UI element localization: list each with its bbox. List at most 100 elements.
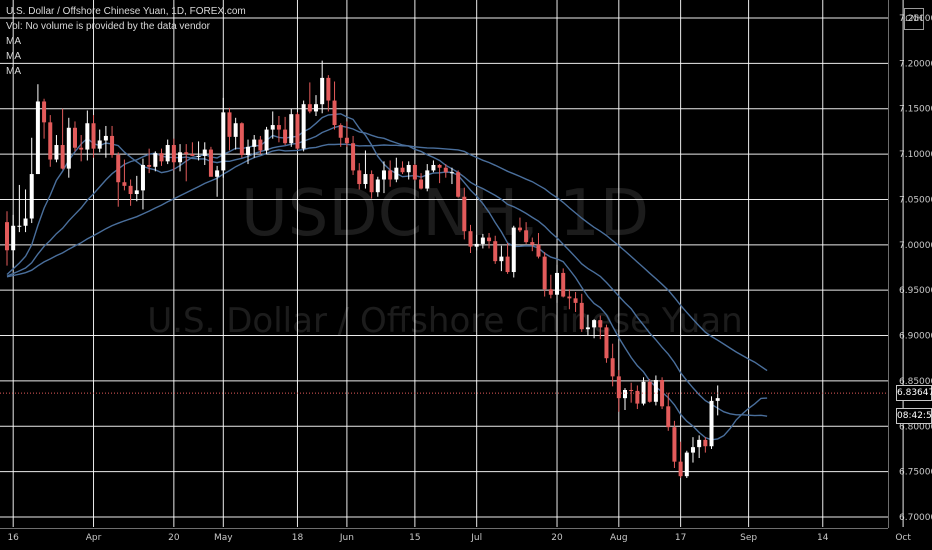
candle-body — [239, 123, 244, 155]
candle-body — [221, 112, 226, 171]
candle-body — [653, 380, 658, 402]
y-axis-tick-label: 6.85000 — [899, 377, 932, 387]
candle-body — [116, 154, 121, 183]
candle-body — [11, 225, 16, 251]
candle-body — [85, 123, 90, 150]
candle-body — [35, 101, 40, 175]
candle-body — [697, 439, 702, 448]
candle-body — [283, 129, 288, 144]
chart-legend: U.S. Dollar / Offshore Chinese Yuan, 1D,… — [6, 4, 246, 79]
candle-body — [579, 302, 584, 330]
bar-countdown-tag: 08:42:59 — [896, 408, 932, 425]
candle-body — [666, 406, 671, 428]
candle-body — [388, 170, 393, 180]
candle-body — [641, 381, 646, 404]
candle-body — [567, 296, 572, 299]
candle-body — [147, 164, 152, 167]
candle-body — [684, 452, 689, 477]
candle-body — [375, 179, 380, 193]
candle-body — [23, 218, 28, 226]
candle-body — [258, 139, 263, 151]
currency-scale-badge[interactable]: CNH — [904, 8, 924, 30]
candle-body — [610, 358, 615, 377]
candle-body — [227, 112, 232, 137]
candle-body — [128, 185, 133, 195]
candle-body — [48, 122, 53, 160]
candle-body — [542, 256, 547, 290]
candle-body — [307, 104, 312, 112]
candle-body — [592, 320, 597, 328]
candle-body — [573, 298, 578, 303]
candle-body — [585, 327, 590, 330]
candle-body — [363, 174, 368, 185]
candle-body — [159, 153, 164, 162]
candle-body — [246, 146, 251, 155]
candle-body — [202, 149, 207, 156]
candle-body — [264, 129, 269, 151]
x-axis-tick-label: 14 — [817, 533, 829, 543]
candle-body — [381, 170, 386, 180]
x-axis-tick-label: May — [214, 533, 233, 543]
candle-body — [660, 380, 665, 407]
symbol-header[interactable]: U.S. Dollar / Offshore Chinese Yuan, 1D,… — [6, 6, 246, 17]
x-axis-tick-label: 15 — [409, 533, 420, 543]
y-axis-tick-label: 7.20000 — [899, 59, 932, 69]
last-price-tag: 6.83647 — [896, 385, 932, 402]
candle-body — [276, 125, 281, 130]
y-axis-tick-label: 7.00000 — [899, 241, 932, 251]
candle-body — [487, 237, 492, 242]
candle-body — [536, 244, 541, 257]
candle-body — [517, 227, 522, 231]
candle-body — [42, 101, 47, 123]
y-axis-tick-label: 6.80000 — [899, 422, 932, 432]
candle-body — [629, 389, 634, 391]
candle-body — [406, 164, 411, 173]
candle-body — [338, 125, 343, 138]
ma-indicator-label-1[interactable]: MA — [6, 36, 21, 47]
x-axis-tick-label: Oct — [895, 533, 911, 543]
candle-body — [530, 242, 535, 245]
volume-indicator-note[interactable]: Vol: No volume is provided by the data v… — [6, 21, 211, 32]
watermark-ticker: USDCNH, 1D — [241, 177, 649, 251]
candle-body — [690, 447, 695, 453]
candle-body — [431, 164, 436, 171]
candle-body — [456, 172, 461, 197]
candle-body — [400, 167, 405, 173]
y-axis-tick-label: 7.25000 — [899, 14, 932, 24]
candle-body — [616, 376, 621, 399]
y-axis-tick-label: 6.75000 — [899, 468, 932, 478]
candle-body — [480, 237, 485, 244]
candle-body — [196, 155, 201, 157]
x-axis-tick-label: 20 — [551, 533, 563, 543]
candle-body — [289, 114, 294, 144]
candle-body — [623, 389, 627, 399]
candle-body — [351, 143, 356, 171]
candle-body — [332, 100, 337, 126]
candle-body — [709, 400, 714, 447]
candle-body — [233, 123, 238, 137]
candle-body — [412, 164, 417, 180]
candle-body — [703, 439, 708, 447]
candle-body — [171, 145, 176, 163]
ma-indicator-label-2[interactable]: MA — [6, 51, 21, 62]
ma-indicator-label-3[interactable]: MA — [6, 66, 21, 77]
candle-body — [122, 182, 127, 186]
candle-body — [672, 427, 677, 462]
x-axis-tick-label: 18 — [292, 533, 304, 543]
candle-body — [215, 170, 220, 177]
y-axis-tick-label: 7.10000 — [899, 150, 932, 160]
candle-body — [140, 164, 145, 191]
candle-body — [474, 243, 479, 247]
y-axis-tick-label: 7.05000 — [899, 195, 932, 205]
candle-body — [110, 135, 115, 155]
candle-body — [103, 135, 108, 141]
candle-body — [555, 272, 560, 295]
candle-body — [29, 174, 34, 219]
candle-body — [344, 137, 349, 144]
candle-body — [252, 139, 257, 147]
candle-body — [468, 231, 473, 247]
candle-body — [425, 170, 430, 189]
candle-body — [369, 174, 374, 193]
candle-body — [524, 230, 529, 243]
